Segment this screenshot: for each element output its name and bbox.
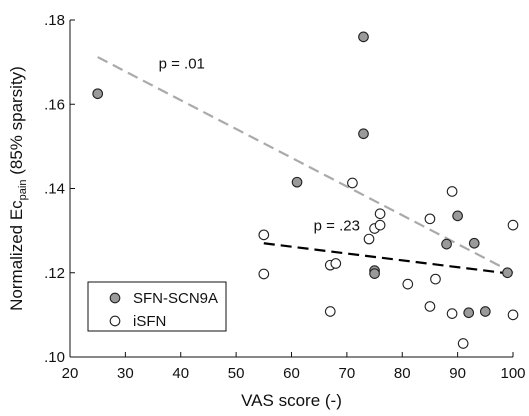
data-point-isfn	[324, 306, 336, 317]
trendline-sfn-scn9a	[97, 56, 514, 274]
data-point-isfn	[374, 208, 386, 220]
y-axis-label: Normalized Ecpain (85% sparsity)	[7, 66, 29, 311]
data-point-isfn	[430, 273, 441, 285]
data-point-sfn-scn9a	[291, 176, 303, 188]
y-axis-label-main: Normalized Ec	[7, 200, 26, 311]
data-point-isfn	[457, 338, 469, 349]
legend-label-sfn-scn9a: SFN-SCN9A	[133, 290, 218, 307]
y-ticks-layer: .10 .12 .14 .16 .18	[44, 12, 75, 366]
data-point-sfn-scn9a	[441, 238, 452, 250]
data-point-isfn	[330, 258, 342, 269]
p-value-label-isfn: p = .23	[314, 218, 360, 235]
legend-label-isfn: iSFN	[133, 313, 166, 330]
y-tick-label: .18	[44, 12, 65, 29]
data-point-isfn	[347, 177, 358, 189]
data-point-isfn	[363, 233, 375, 245]
trendline-layer	[97, 56, 514, 276]
data-point-isfn	[424, 213, 436, 225]
data-point-isfn	[258, 229, 270, 241]
data-point-isfn	[446, 308, 458, 319]
x-tick-label: 60	[283, 365, 300, 382]
data-point-sfn-scn9a	[452, 210, 463, 222]
legend-marker-isfn	[109, 315, 121, 327]
x-tick-label: 50	[228, 365, 245, 382]
data-point-sfn-scn9a	[358, 128, 369, 140]
x-tick-label: 30	[117, 365, 134, 382]
data-points-layer	[92, 31, 519, 349]
trendline-isfn	[263, 242, 514, 276]
x-ticks-layer: 20 30 40 50 60 70 80 90 100	[62, 352, 526, 382]
data-point-sfn-scn9a	[358, 31, 369, 43]
y-tick-label: .16	[44, 96, 65, 113]
data-point-isfn	[507, 309, 519, 321]
y-tick-label: .10	[44, 349, 65, 366]
x-tick-label: 90	[449, 365, 466, 382]
x-tick-label: 20	[62, 365, 79, 382]
data-point-isfn	[424, 301, 436, 312]
y-tick-label: .14	[44, 181, 65, 198]
legend-marker-sfn-scn9a	[109, 292, 121, 304]
x-tick-label: 70	[339, 365, 356, 382]
data-point-isfn	[446, 186, 458, 197]
data-point-sfn-scn9a	[463, 307, 475, 319]
p-value-label-sfn-scn9a: p = .01	[159, 55, 205, 72]
y-axis-label-tail: (85% sparsity)	[7, 66, 26, 179]
data-point-isfn	[402, 278, 414, 290]
x-tick-label: 100	[500, 365, 525, 382]
data-point-sfn-scn9a	[468, 237, 480, 249]
legend-box	[87, 281, 227, 332]
x-axis-label: VAS score (-)	[241, 391, 342, 410]
data-point-sfn-scn9a	[479, 306, 491, 317]
x-tick-label: 80	[394, 365, 411, 382]
legend: SFN-SCN9A iSFN	[87, 281, 227, 332]
data-point-sfn-scn9a	[369, 268, 380, 279]
data-point-sfn-scn9a	[92, 88, 104, 100]
annotations-layer: p = .01 p = .23	[159, 55, 360, 234]
data-point-sfn-scn9a	[502, 267, 513, 279]
y-axis-label-subscript: pain	[17, 180, 29, 201]
data-point-isfn	[507, 219, 519, 231]
data-point-isfn	[374, 219, 386, 231]
y-tick-label: .12	[44, 265, 65, 282]
data-point-isfn	[258, 268, 270, 280]
x-tick-label: 40	[172, 365, 189, 382]
